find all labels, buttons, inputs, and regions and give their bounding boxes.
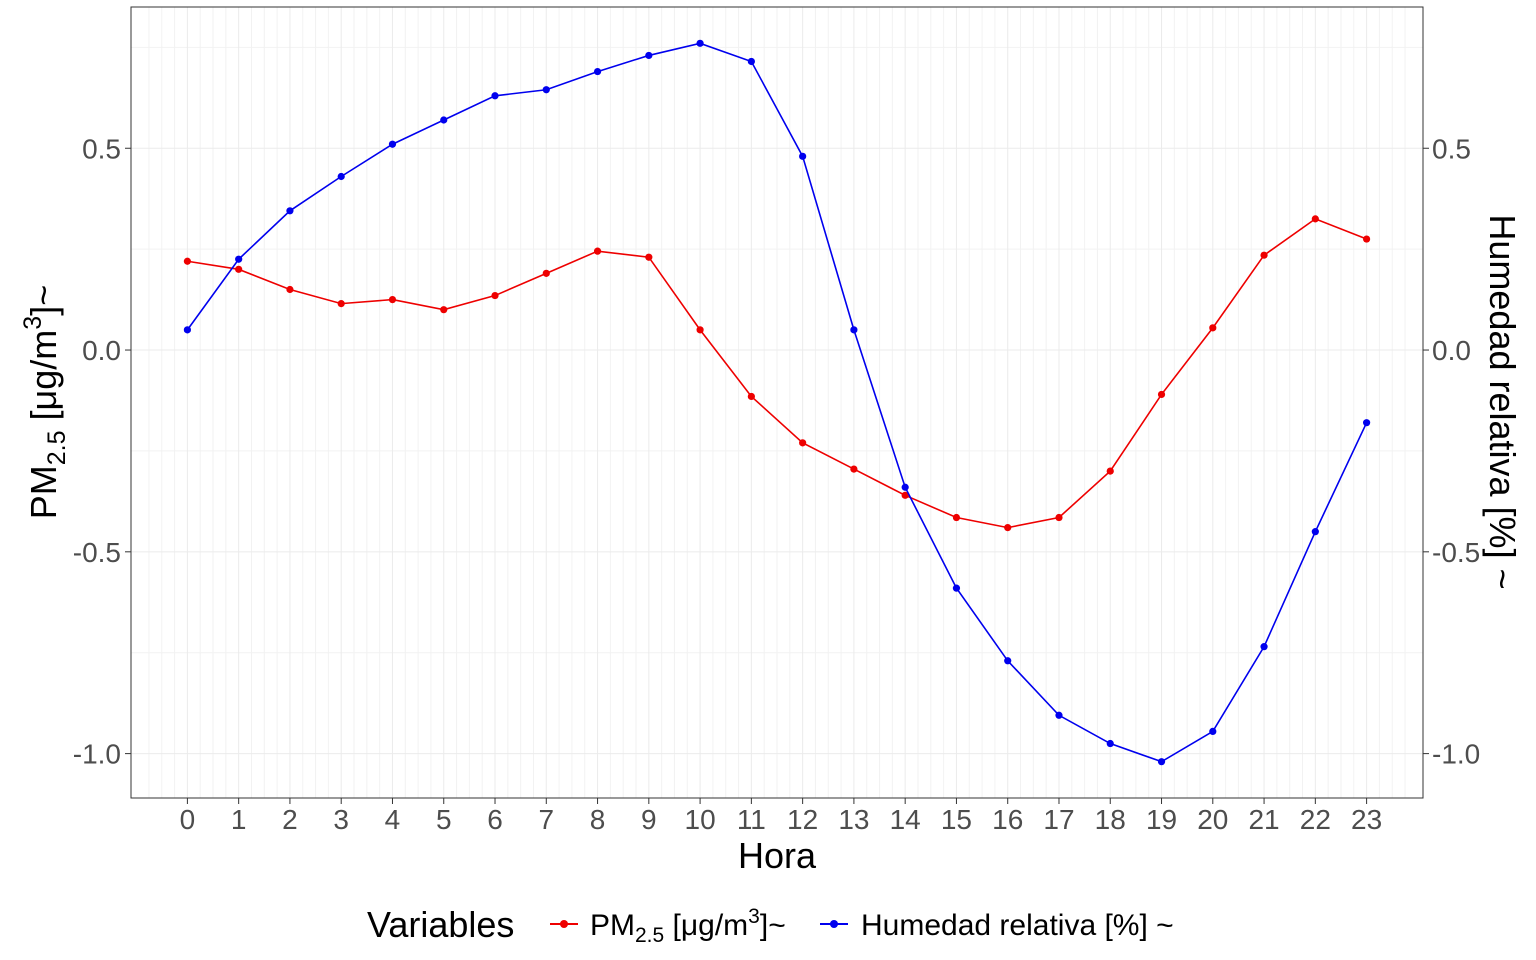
data-point-humedad xyxy=(696,39,704,47)
x-tick-label: 11 xyxy=(737,804,766,835)
data-point-pm25 xyxy=(1157,390,1166,399)
data-point-humedad xyxy=(337,172,345,181)
data-point-humedad xyxy=(747,57,755,66)
data-point-humedad xyxy=(645,51,653,60)
data-point-humedad xyxy=(388,140,397,148)
x-axis: 0 1 2 3 4 5 6 7 8 9 10 11 12 13 14 15 16 17 18 19 20 21 22 23 xyxy=(180,798,1382,835)
data-point-humedad xyxy=(183,326,191,334)
grid-minor xyxy=(131,7,1423,798)
data-point-pm25 xyxy=(1209,324,1217,332)
y-axis-right: 0.5 0.0 -0.5 -1.0 xyxy=(1423,133,1480,770)
x-axis-title: Hora xyxy=(738,835,817,876)
data-point-pm25 xyxy=(747,392,755,401)
y-tick-label-left: -0.5 xyxy=(73,537,121,568)
data-point-pm25 xyxy=(901,491,909,499)
grid-major xyxy=(131,7,1423,798)
legend-key-humedad xyxy=(820,920,848,928)
data-point-pm25 xyxy=(799,439,807,447)
x-tick-label: 12 xyxy=(787,804,818,835)
data-point-pm25 xyxy=(593,247,602,255)
x-tick-label: 3 xyxy=(333,804,349,835)
y-tick-label-right: -0.5 xyxy=(1432,537,1480,568)
y-tick-label-right: 0.5 xyxy=(1432,133,1471,164)
data-point-pm25 xyxy=(286,285,294,294)
legend-title: Variables xyxy=(367,904,514,945)
data-point-humedad xyxy=(1004,657,1012,665)
data-point-humedad xyxy=(1311,528,1319,536)
data-point-humedad xyxy=(542,86,550,94)
series-line-pm25 xyxy=(187,217,1367,529)
data-point-pm25 xyxy=(1004,524,1012,532)
data-point-pm25 xyxy=(491,291,499,300)
x-tick-label: 14 xyxy=(890,804,921,835)
y-axis-left: 0.5 0.0 -0.5 -1.0 xyxy=(73,133,131,770)
data-point-pm25 xyxy=(850,465,858,473)
x-tick-label: 22 xyxy=(1300,804,1331,835)
y-axis-left-title: PM2.5 [μg/m3]~ xyxy=(19,285,71,519)
data-point-humedad xyxy=(901,483,909,491)
data-point-pm25 xyxy=(1260,251,1268,259)
x-tick-label: 10 xyxy=(685,804,716,835)
data-point-humedad xyxy=(491,92,499,100)
x-tick-label: 21 xyxy=(1248,804,1279,835)
data-point-pm25 xyxy=(183,257,191,265)
x-tick-label: 2 xyxy=(282,804,298,835)
x-tick-label: 0 xyxy=(180,804,196,835)
legend-label-humedad: Humedad relativa [%] ~ xyxy=(861,909,1174,942)
y-tick-label-left: 0.5 xyxy=(82,133,121,164)
data-point-humedad xyxy=(593,67,602,76)
x-tick-label: 15 xyxy=(941,804,972,835)
data-point-humedad xyxy=(440,116,448,124)
series-line-humedad xyxy=(186,42,1368,763)
x-tick-label: 6 xyxy=(487,804,503,835)
x-tick-label: 16 xyxy=(992,804,1023,835)
data-point-pm25 xyxy=(440,306,448,314)
data-point-humedad xyxy=(1209,727,1217,736)
x-tick-label: 5 xyxy=(436,804,452,835)
data-point-pm25 xyxy=(1055,513,1063,522)
data-point-pm25 xyxy=(235,265,243,273)
x-tick-label: 23 xyxy=(1351,804,1382,835)
data-point-pm25 xyxy=(542,269,550,277)
y-axis-right-title: Humedad relativa [%] ~ xyxy=(1482,214,1523,589)
data-point-pm25 xyxy=(1106,467,1114,475)
y-tick-label-left: 0.0 xyxy=(82,335,121,366)
x-tick-label: 1 xyxy=(231,804,247,835)
data-point-humedad xyxy=(1363,419,1371,427)
y-tick-label-right: -1.0 xyxy=(1432,739,1480,770)
data-point-humedad xyxy=(850,326,858,334)
x-tick-label: 8 xyxy=(590,804,606,835)
x-tick-label: 18 xyxy=(1095,804,1126,835)
legend-label-pm25: PM2.5 [μg/m3]~ xyxy=(590,905,786,947)
data-point-humedad xyxy=(235,255,243,263)
panel-border xyxy=(130,6,1424,799)
data-point-pm25 xyxy=(952,513,961,522)
data-point-humedad xyxy=(1055,711,1063,719)
y-tick-label-right: 0.0 xyxy=(1432,335,1471,366)
x-tick-label: 7 xyxy=(538,804,554,835)
data-point-pm25 xyxy=(1363,235,1371,243)
data-point-humedad xyxy=(799,152,807,160)
x-tick-label: 13 xyxy=(838,804,869,835)
legend-key-pm25 xyxy=(550,920,578,928)
data-point-humedad xyxy=(286,207,294,215)
data-point-pm25 xyxy=(1311,215,1319,223)
data-point-pm25 xyxy=(337,300,345,308)
y-tick-label-left: -1.0 xyxy=(73,739,121,770)
legend: Variables PM2.5 [μg/m3]~ Humedad relativ… xyxy=(367,904,1174,947)
data-point-pm25 xyxy=(645,253,653,261)
data-point-pm25 xyxy=(696,326,704,334)
data-point-humedad xyxy=(1106,739,1114,748)
data-point-pm25 xyxy=(388,295,397,304)
series-layer xyxy=(183,39,1371,766)
x-tick-label: 4 xyxy=(385,804,401,835)
data-point-humedad xyxy=(1260,643,1268,651)
x-tick-label: 17 xyxy=(1043,804,1074,835)
x-tick-label: 19 xyxy=(1146,804,1177,835)
data-point-humedad xyxy=(1157,758,1166,766)
data-point-humedad xyxy=(952,584,961,592)
x-tick-label: 20 xyxy=(1197,804,1228,835)
x-tick-label: 9 xyxy=(641,804,657,835)
